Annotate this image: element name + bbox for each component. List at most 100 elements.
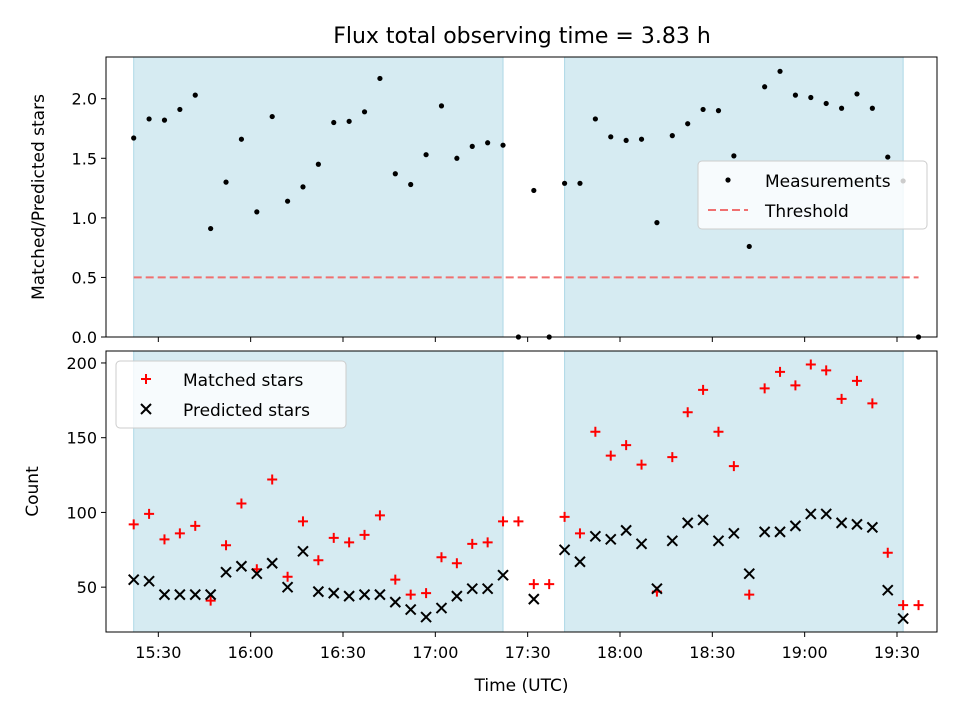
measurement-point <box>623 137 629 144</box>
top-y-axis-label: Matched/Predicted stars <box>29 94 49 300</box>
chart-title: Flux total observing time = 3.83 h <box>333 24 711 49</box>
matched-star-point <box>882 547 893 558</box>
matched-star-point <box>682 407 693 418</box>
matched-star-point <box>790 380 801 391</box>
predicted-star-point <box>666 535 679 547</box>
measurement-point <box>854 91 860 97</box>
predicted-star-point <box>343 590 355 602</box>
matched-star-point <box>528 579 539 590</box>
legend-box <box>697 160 928 230</box>
matched-star-point <box>744 589 755 600</box>
measurement-point <box>392 171 398 177</box>
shaded-range <box>133 56 504 338</box>
matched-star-point <box>236 498 247 509</box>
predicted-star-point <box>605 533 617 546</box>
predicted-star-point <box>281 581 294 593</box>
measurement-point <box>654 220 660 226</box>
predicted-star-point <box>789 520 802 532</box>
predicted-star-point <box>374 588 386 601</box>
y-tick-label: 100 <box>66 503 97 522</box>
predicted-star-point <box>235 560 248 572</box>
matched-star-point <box>805 359 816 370</box>
x-tick-label: 18:30 <box>689 643 735 662</box>
y-tick-label: 1.0 <box>72 209 97 228</box>
legend-box <box>115 360 347 429</box>
predicted-star-point <box>251 567 263 580</box>
predicted-star-point <box>882 584 894 596</box>
predicted-star-point <box>743 567 755 580</box>
measurement-point <box>377 75 383 82</box>
x-axis-label: Time (UTC) <box>474 676 569 696</box>
matched-star-point <box>467 538 478 549</box>
measurement-point <box>762 84 768 90</box>
matched-star-point <box>836 393 847 404</box>
measurement-point <box>608 134 614 140</box>
matched-star-point <box>821 365 832 376</box>
measurement-point <box>669 133 675 139</box>
measurement-point <box>208 225 214 232</box>
matched-star-point <box>498 516 509 527</box>
measurement-point <box>685 121 691 127</box>
predicted-star-point <box>635 538 648 550</box>
measurement-point <box>792 92 799 98</box>
predicted-star-point <box>558 544 571 556</box>
matched-star-point <box>851 375 862 386</box>
predicted-star-point <box>297 545 309 557</box>
predicted-star-point <box>481 582 494 595</box>
y-tick-label: 0.0 <box>72 328 97 347</box>
measurement-point <box>561 180 568 186</box>
matched-star-point <box>867 398 878 409</box>
y-tick-label: 1.5 <box>72 149 97 168</box>
x-tick-label: 19:30 <box>874 643 920 662</box>
matched-star-point <box>574 528 585 539</box>
predicted-star-point <box>127 573 140 586</box>
predicted-star-point <box>805 508 817 520</box>
bottom-x-ticks: 15:30 16:00 16:30 17:00 17:30 18:00 18:30 19:00… <box>135 632 920 662</box>
measurement-point <box>254 209 260 215</box>
measurement-point <box>269 113 275 120</box>
x-tick-label: 17:30 <box>505 643 551 662</box>
top-x-ticks <box>157 337 898 342</box>
bottom-panel: 50 100 150 200 15:30 16:00 16:30 17:00 17:30 18:… <box>23 350 938 696</box>
matched-star-point <box>482 537 493 548</box>
x-tick-label: 18:00 <box>597 643 643 662</box>
predicted-star-point <box>681 517 694 529</box>
measurement-point <box>315 161 321 167</box>
predicted-star-point <box>158 588 171 601</box>
measurement-point <box>469 143 475 149</box>
x-tick-label: 16:00 <box>228 643 274 662</box>
predicted-star-point <box>697 514 709 526</box>
measurement-point <box>869 105 875 111</box>
measurement-point <box>823 100 829 107</box>
legend-matched-marker <box>141 374 151 384</box>
top-legend: Measurements Threshold <box>697 160 928 230</box>
matched-star-point <box>344 537 355 548</box>
matched-star-point <box>605 450 616 461</box>
predicted-star-point <box>451 590 463 602</box>
legend-measurements-label: Measurements <box>765 172 891 192</box>
bottom-y-ticks: 50 100 150 200 <box>66 354 106 597</box>
measurement-points <box>131 68 922 340</box>
matched-star-point <box>513 516 524 527</box>
measurement-point <box>746 243 752 250</box>
predicted-star-point <box>435 602 448 614</box>
y-tick-label: 0.5 <box>72 268 97 287</box>
predicted-star-point <box>851 518 863 531</box>
measurement-point <box>223 179 229 185</box>
measurement-point <box>731 153 737 159</box>
measurement-point <box>146 116 152 122</box>
predicted-star-point <box>835 517 848 529</box>
matched-star-point <box>174 528 185 539</box>
measurement-point <box>331 119 337 126</box>
predicted-star-point <box>712 535 725 547</box>
predicted-star-point <box>174 588 186 601</box>
predicted-star-point <box>189 588 201 601</box>
measurement-point <box>485 140 491 146</box>
predicted-star-point <box>897 612 909 625</box>
measurement-point <box>238 136 245 142</box>
matched-star-point <box>313 555 324 566</box>
measurement-point <box>700 106 706 113</box>
predicted-star-point <box>420 611 432 623</box>
matched-star-point <box>144 508 155 519</box>
